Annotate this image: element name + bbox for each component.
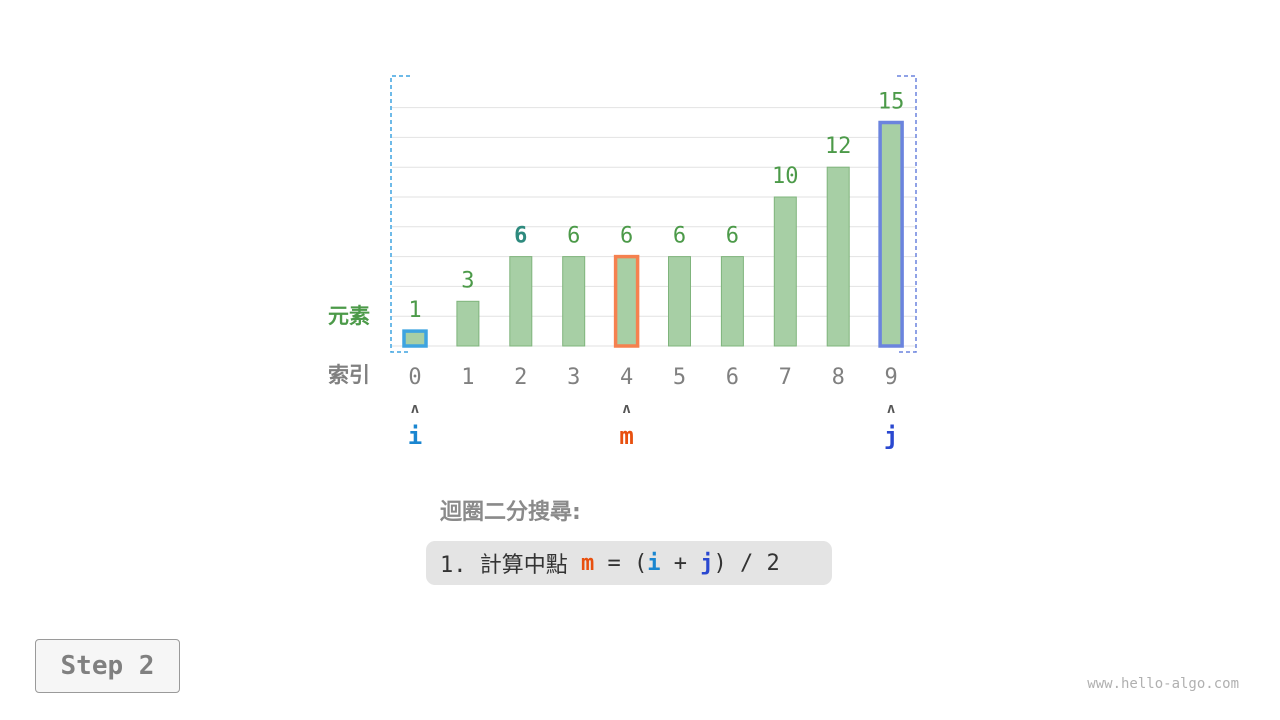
bar (562, 256, 586, 347)
value-label: 15 (878, 90, 905, 115)
index-label: 5 (673, 365, 686, 390)
step-j: j (700, 550, 714, 576)
bar (613, 254, 640, 348)
step-i: i (647, 550, 661, 576)
step-button[interactable]: Step 2 (35, 639, 180, 693)
index-label: 6 (726, 365, 739, 390)
bar (509, 256, 533, 347)
step-m: m (580, 550, 595, 576)
index-label: 3 (567, 365, 580, 390)
value-label: 6 (620, 224, 633, 249)
step-eq: = ( (594, 550, 648, 576)
index-label: 0 (408, 365, 421, 390)
value-label: 6 (726, 224, 739, 249)
bar (773, 196, 797, 347)
step-prefix: 1. 計算中點 (440, 553, 581, 578)
pointer-arrow-icon: ʌ (411, 401, 419, 417)
range-bracket-right (897, 75, 917, 353)
pointer-m: m (619, 422, 633, 450)
algorithm-step: 1. 計算中點 m = (i + j) / 2 (426, 541, 832, 585)
range-bracket-left (390, 75, 410, 353)
algorithm-title: 迴圈二分搜尋: (440, 500, 581, 525)
value-label: 10 (772, 164, 799, 189)
value-label: 3 (461, 268, 474, 293)
pointer-arrow-icon: ʌ (622, 401, 630, 417)
pointer-j: j (884, 422, 898, 450)
bar (826, 166, 850, 347)
row-label-elements: 元素 (328, 304, 370, 328)
index-label: 7 (779, 365, 792, 390)
index-label: 9 (884, 365, 897, 390)
row-label-index: 索引 (328, 363, 370, 387)
bar (456, 300, 480, 347)
bar (402, 329, 428, 348)
index-label: 8 (832, 365, 845, 390)
pointer-i: i (408, 422, 422, 450)
value-label: 6 (673, 224, 686, 249)
bar (878, 120, 904, 348)
value-label: 6 (567, 224, 580, 249)
index-label: 1 (461, 365, 474, 390)
value-label: 1 (408, 298, 421, 323)
value-label: 6 (514, 224, 527, 249)
step-plus: + (660, 550, 701, 576)
bar (668, 256, 691, 347)
index-label: 2 (514, 365, 527, 390)
value-label: 12 (825, 134, 852, 159)
index-label: 4 (620, 365, 633, 390)
pointer-arrow-icon: ʌ (887, 401, 895, 417)
bar (720, 256, 744, 347)
step-suffix: ) / 2 (713, 550, 780, 576)
watermark: www.hello-algo.com (1087, 676, 1239, 692)
